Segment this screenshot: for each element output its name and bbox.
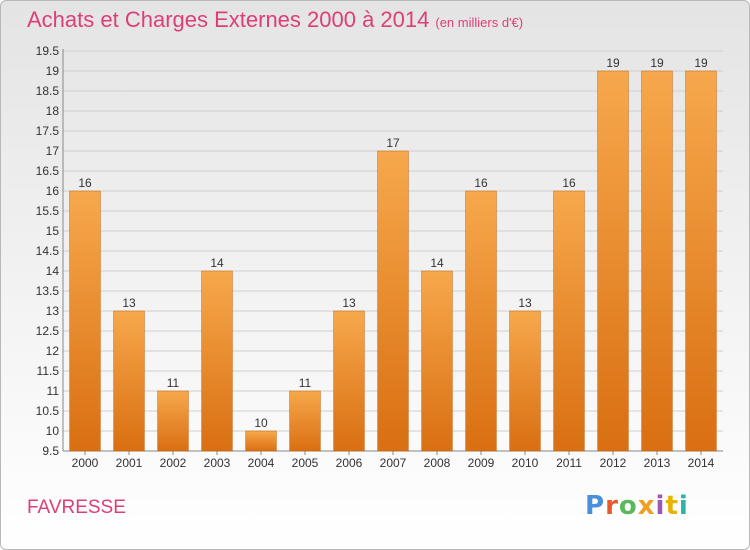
data-label: 17 xyxy=(386,136,400,150)
x-tick-labels: 2000 2001 2002 2003 2004 2005 2006 2007 2008 2009… xyxy=(72,456,715,470)
y-tick-label: 16.5 xyxy=(36,164,60,178)
bars xyxy=(69,70,717,452)
x-tick-label: 2006 xyxy=(336,456,363,470)
data-label: 13 xyxy=(122,296,136,310)
bar-2014 xyxy=(685,70,717,452)
bar-2001 xyxy=(113,310,145,452)
bar-2013 xyxy=(641,70,673,452)
bar-2002 xyxy=(157,390,189,452)
y-tick-label: 12 xyxy=(46,344,60,358)
data-label: 16 xyxy=(474,176,488,190)
y-tick-label: 11.5 xyxy=(37,364,60,378)
data-label: 10 xyxy=(254,416,268,430)
x-tick-label: 2014 xyxy=(688,456,715,470)
data-label: 19 xyxy=(606,56,620,70)
x-tick-label: 2013 xyxy=(644,456,671,470)
bar-2007 xyxy=(377,150,409,452)
bar-2011 xyxy=(553,190,585,452)
chart-title: Achats et Charges Externes 2000 à 2014 (e… xyxy=(27,7,523,33)
x-tick-label: 2004 xyxy=(248,456,275,470)
y-tick-label: 12.5 xyxy=(36,324,60,338)
bar-2005 xyxy=(289,390,321,452)
x-tick-label: 2011 xyxy=(556,456,582,470)
y-tick-label: 19 xyxy=(46,64,60,78)
bar-2010 xyxy=(509,310,541,452)
bar-2003 xyxy=(201,270,233,452)
y-tick-label: 11 xyxy=(47,384,60,398)
y-tick-label: 13.5 xyxy=(36,284,60,298)
data-label: 13 xyxy=(342,296,356,310)
x-tick-label: 2003 xyxy=(204,456,231,470)
bar-2000 xyxy=(69,190,101,452)
city-name: FAVRESSE xyxy=(27,497,126,518)
y-tick-label: 18.5 xyxy=(36,84,60,98)
x-tick-label: 2012 xyxy=(600,456,627,470)
y-tick-label: 16 xyxy=(46,184,60,198)
data-label: 16 xyxy=(562,176,576,190)
bar-2008 xyxy=(421,270,453,452)
x-tick-label: 2000 xyxy=(72,456,99,470)
bar-2004 xyxy=(245,430,277,452)
x-tick-label: 2010 xyxy=(512,456,539,470)
y-tick-label: 9.5 xyxy=(42,444,59,458)
x-tick-label: 2009 xyxy=(468,456,495,470)
data-labels: 16 13 11 14 10 11 13 17 14 16 13 16 19 19 19 xyxy=(78,56,708,430)
chart-unit: (en milliers d'€) xyxy=(435,15,524,30)
y-tick-label: 17 xyxy=(46,144,60,158)
x-tick-label: 2002 xyxy=(160,456,187,470)
proxiti-logo: Proxiti xyxy=(585,491,689,521)
y-tick-label: 10 xyxy=(46,424,60,438)
x-tick-label: 2001 xyxy=(116,456,143,470)
y-tick-label: 15 xyxy=(46,224,60,238)
bar-2006 xyxy=(333,310,365,452)
x-tick-label: 2008 xyxy=(424,456,451,470)
chart-title-text: Achats et Charges Externes 2000 à 2014 xyxy=(27,7,430,32)
x-tick-label: 2007 xyxy=(380,456,407,470)
data-label: 14 xyxy=(210,256,224,270)
y-tick-labels: 9.5 10 10.5 11 11.5 12 12.5 13 13.5 14 14.5 15 15.5 1… xyxy=(36,44,60,458)
data-label: 14 xyxy=(430,256,444,270)
data-label: 11 xyxy=(167,376,180,390)
x-tick-label: 2005 xyxy=(292,456,319,470)
y-tick-label: 18 xyxy=(46,104,60,118)
data-label: 16 xyxy=(78,176,92,190)
data-label: 19 xyxy=(650,56,664,70)
y-tick-label: 19.5 xyxy=(36,44,60,58)
bar-2009 xyxy=(465,190,497,452)
y-tick-label: 13 xyxy=(46,304,60,318)
y-tick-label: 14.5 xyxy=(36,244,60,258)
data-label: 19 xyxy=(694,56,708,70)
bar-2012 xyxy=(597,70,629,452)
data-label: 13 xyxy=(518,296,532,310)
y-tick-label: 14 xyxy=(46,264,60,278)
y-tick-label: 17.5 xyxy=(36,124,60,138)
y-tick-label: 15.5 xyxy=(36,204,60,218)
y-tick-label: 10.5 xyxy=(36,404,60,418)
data-label: 11 xyxy=(299,376,312,390)
